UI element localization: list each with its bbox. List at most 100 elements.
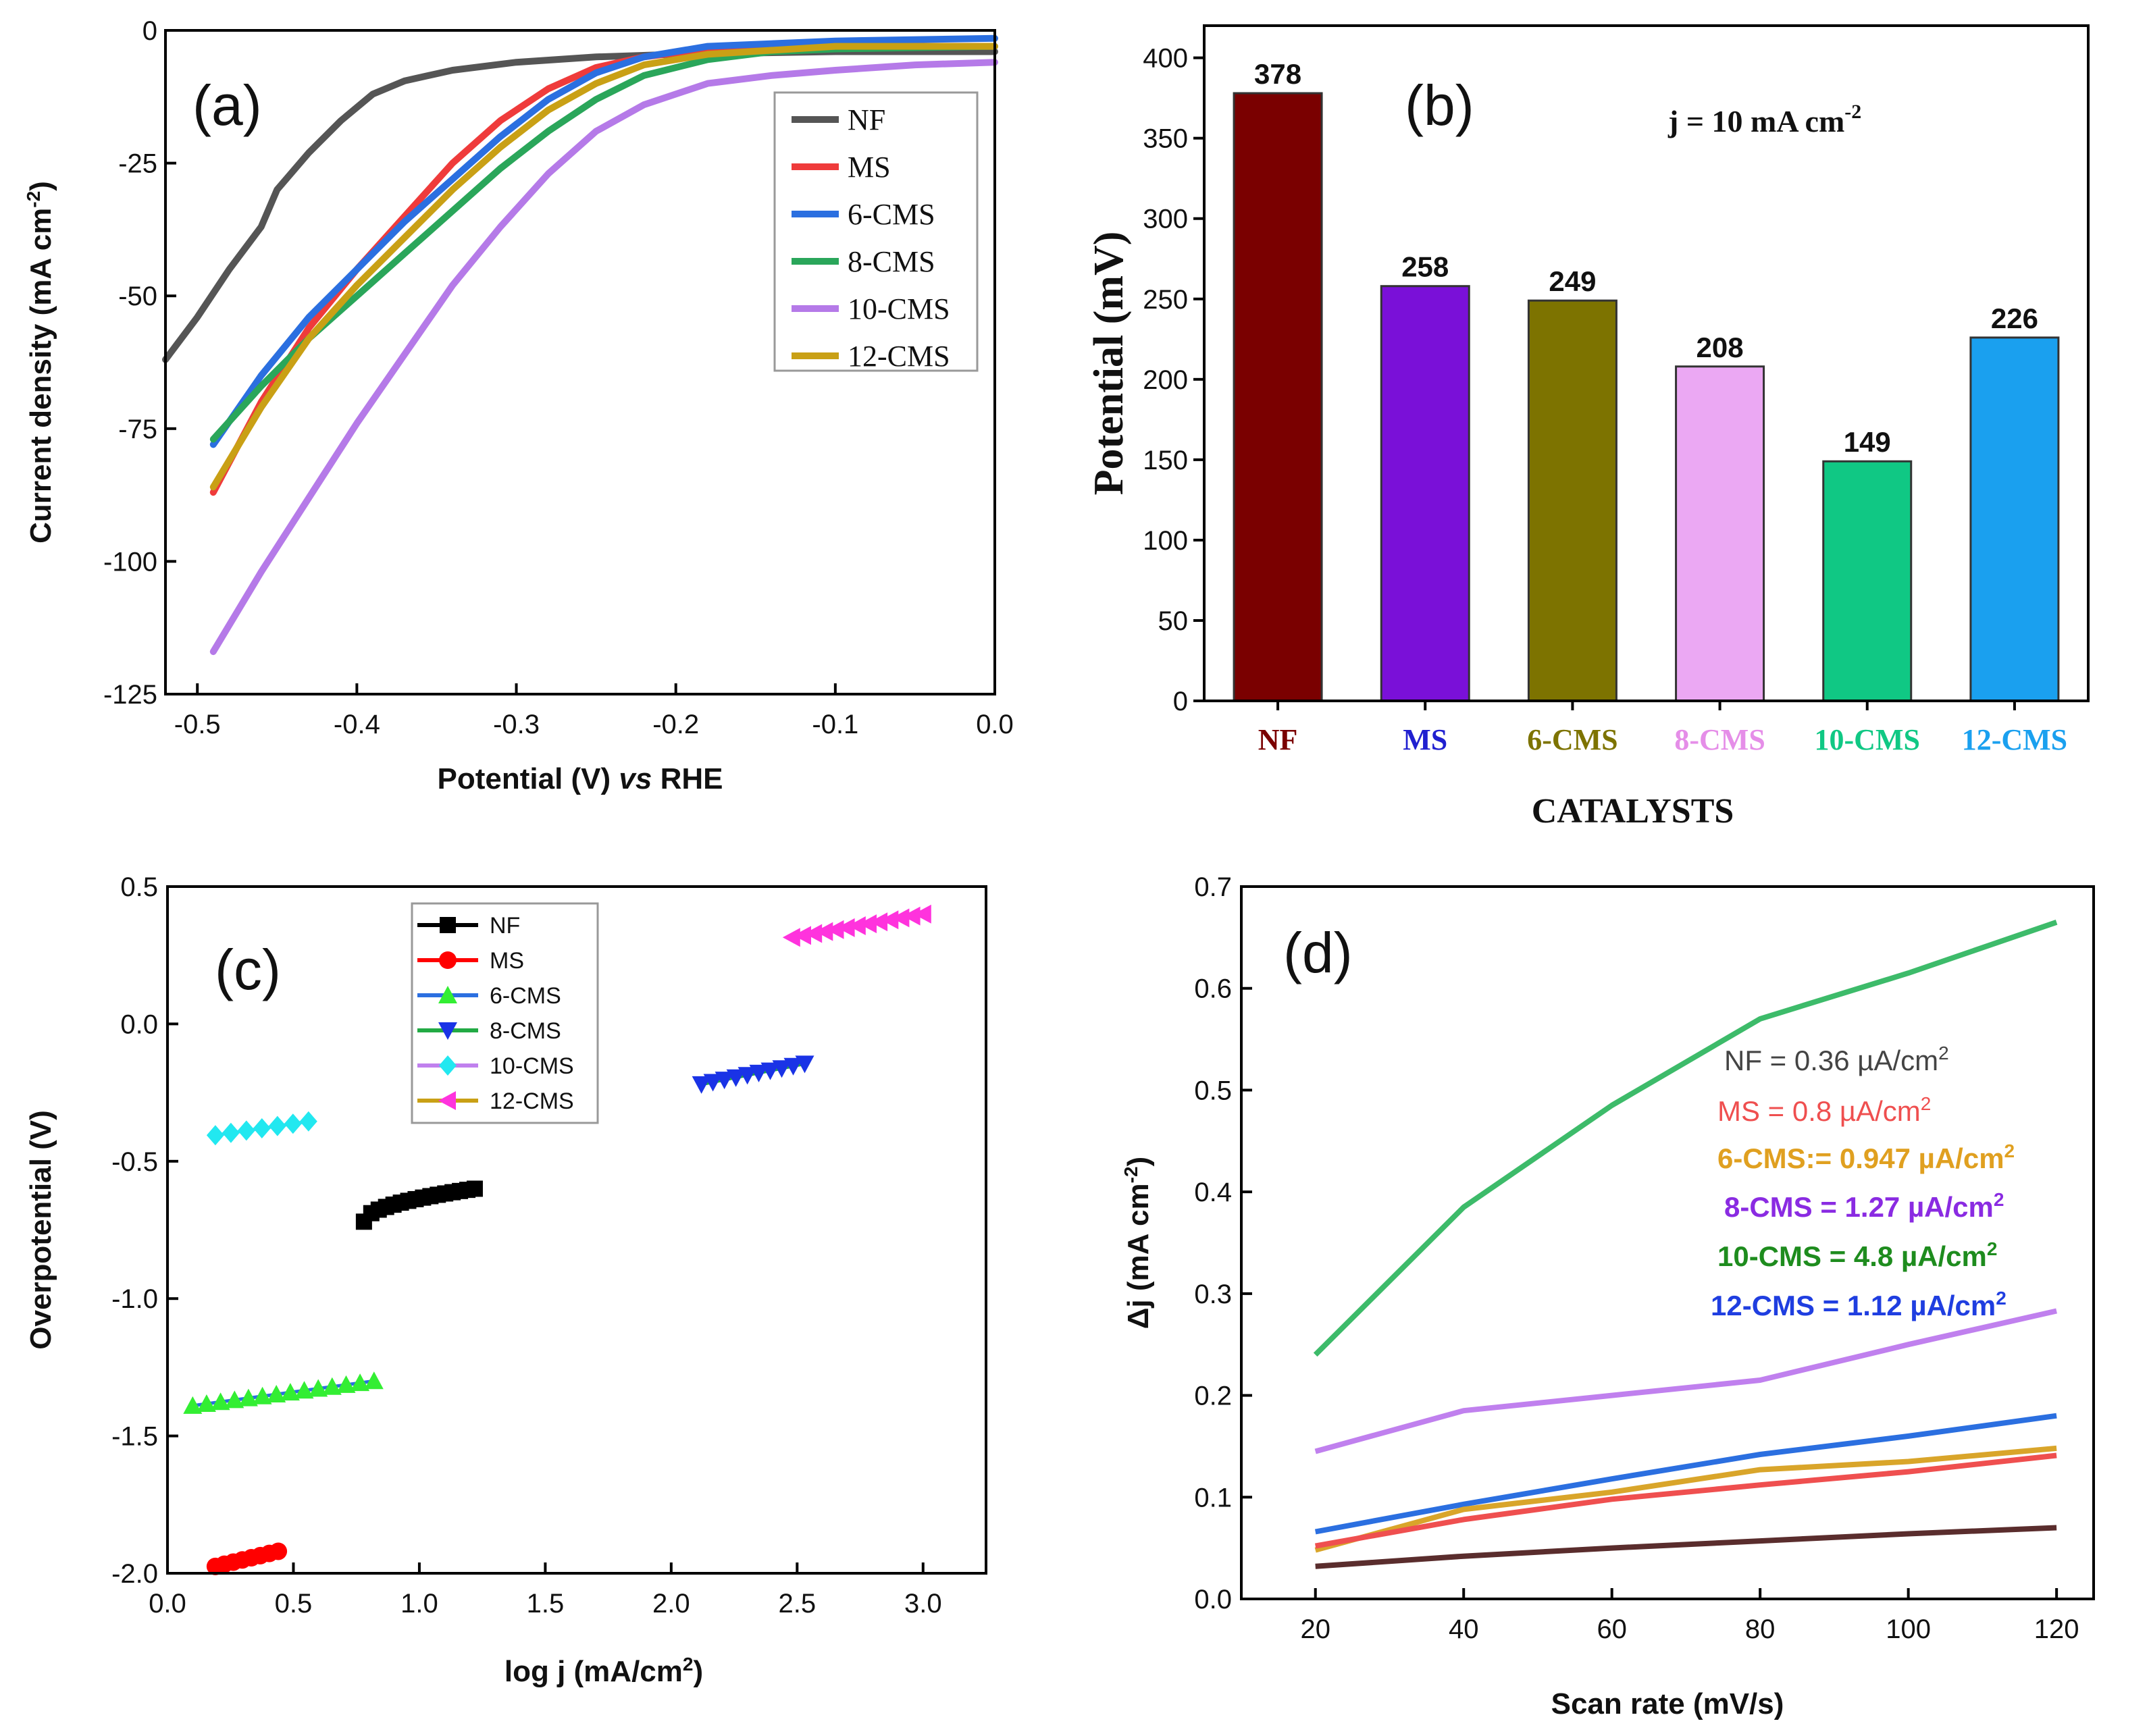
y-tick-label-d: 0.6 <box>1194 974 1232 1004</box>
y-tick-label-c: 0.5 <box>120 872 158 902</box>
data-point-c-12-CMS <box>815 922 833 941</box>
data-point-c-6-CMS <box>280 1383 300 1401</box>
y-tick-label-d: 0.3 <box>1194 1280 1232 1309</box>
y-tick-label-d: 0.5 <box>1194 1076 1232 1105</box>
x-axis-label-tail-a: RHE <box>652 762 723 795</box>
data-point-c-10-CMS <box>268 1115 286 1136</box>
data-point-c-6-CMS <box>211 1392 230 1411</box>
y-tick-label-c: -0.5 <box>111 1147 158 1177</box>
legend-label-c-8-CMS: 8-CMS <box>490 1018 561 1044</box>
x-axis-label-main-c: log j (mA/cm <box>504 1655 683 1688</box>
y-tick-label-b: 300 <box>1143 205 1188 234</box>
plot-frame-a <box>164 29 996 695</box>
annotation-sup-d: 2 <box>1938 1043 1949 1063</box>
annotation-text-d: MS = 0.8 µA/cm <box>1717 1095 1921 1127</box>
panel-label-d: (d) <box>1283 921 1353 984</box>
x-tick-label-8-CMS: 8-CMS <box>1674 723 1765 756</box>
y-tick-label-a: 0 <box>143 16 157 46</box>
legend-label-8-CMS: 8-CMS <box>848 245 935 278</box>
data-point-c-12-CMS <box>804 924 823 943</box>
y-tick-label-d: 0.7 <box>1194 872 1232 902</box>
data-point-c-8-CMS <box>772 1060 792 1078</box>
y-tick-label-a: -25 <box>118 149 157 179</box>
bar-value-label-NF: 378 <box>1254 58 1301 90</box>
y-tick-label-c: 0.0 <box>120 1009 158 1039</box>
series-line-d-8-CMS <box>1314 1308 2057 1454</box>
data-point-c-10-CMS <box>253 1118 271 1138</box>
annotation-text-d: 8-CMS = 1.27 µA/cm <box>1724 1191 1994 1223</box>
x-axis-label-a: Potential (V) vs RHE <box>438 762 723 795</box>
y-tick-label-b: 100 <box>1143 526 1188 556</box>
data-point-c-6-CMS <box>351 1373 370 1392</box>
data-point-c-12-CMS <box>848 916 866 935</box>
y-tick-label-b: 0 <box>1173 687 1188 716</box>
data-point-c-6-CMS <box>267 1385 286 1402</box>
x-axis-label-b: CATALYSTS <box>1532 792 1734 831</box>
data-point-c-8-CMS <box>737 1067 757 1085</box>
data-point-c-12-CMS <box>891 908 910 928</box>
series-line-d-NF <box>1315 1525 2057 1569</box>
annotation-d: 12-CMS = 1.12 µA/cm2 <box>1711 1288 2006 1321</box>
y-tick-label-c: -1.0 <box>111 1284 158 1314</box>
legend-marker-c-6-CMS <box>438 986 457 1003</box>
legend-label-c-10-CMS: 10-CMS <box>490 1053 574 1079</box>
annotation-sup-d: 2 <box>1994 1189 2004 1210</box>
bar-10-CMS <box>1822 460 1913 702</box>
x-tick-label-c: 2.0 <box>652 1589 690 1619</box>
y-tick-label-d: 0.4 <box>1194 1178 1232 1207</box>
legend-label-12-CMS: 12-CMS <box>848 340 950 373</box>
x-axis-label-italic-a: vs <box>619 762 652 795</box>
chart-title-main-b: j = 10 mA cm <box>1667 104 1844 138</box>
data-point-c-8-CMS <box>795 1055 814 1074</box>
annotation-sup-d: 2 <box>1921 1093 1932 1114</box>
legend-label-c-12-CMS: 12-CMS <box>490 1088 574 1114</box>
x-tick-label-c: 2.5 <box>779 1589 817 1619</box>
data-point-c-10-CMS <box>299 1111 317 1132</box>
x-axis-label-c: log j (mA/cm2) <box>504 1654 703 1688</box>
legend-box-a <box>773 91 979 372</box>
annotation-text-d: 6-CMS:= 0.947 µA/cm <box>1717 1142 2004 1174</box>
series-line-6-CMS <box>209 34 998 448</box>
panel-a: 0 -25 -50 -75 -100 -125 -0.5 -0.4 -0.3 -0.2 -0.1 0.… <box>23 16 1014 795</box>
bar-8-CMS <box>1675 365 1765 702</box>
bar-NF <box>1233 92 1323 702</box>
x-tick-label-MS: MS <box>1403 723 1447 756</box>
bar-value-label-MS: 258 <box>1401 251 1449 283</box>
x-tick-label-NF: NF <box>1258 723 1298 756</box>
data-point-c-10-CMS <box>237 1120 255 1141</box>
panel-d: 0.0 0.1 0.2 0.3 0.4 0.5 0.6 0.7 20 40 60 80 100 120 Sc… <box>1120 872 2095 1720</box>
x-tick-label-12-CMS: 12-CMS <box>1962 723 2067 756</box>
data-point-c-6-CMS <box>253 1386 272 1404</box>
legend-label-10-CMS: 10-CMS <box>848 292 950 325</box>
y-tick-label-c: -2.0 <box>111 1559 158 1589</box>
data-point-c-MS <box>269 1542 288 1560</box>
y-axis-label-main-d: Δj (mA cm <box>1122 1183 1155 1329</box>
y-tick-label-b: 350 <box>1143 124 1188 154</box>
legend-label-c-MS: MS <box>490 948 524 974</box>
y-axis-label-sup-a: -2 <box>23 191 44 208</box>
y-tick-label-a: -100 <box>103 547 157 577</box>
data-point-c-12-CMS <box>913 904 931 924</box>
x-tick-label-d: 120 <box>2034 1614 2079 1644</box>
legend-label-c-NF: NF <box>490 913 520 939</box>
x-tick-label-a: -0.1 <box>812 710 858 739</box>
bar-MS <box>1380 285 1470 702</box>
legend-marker-c-MS <box>439 951 457 969</box>
x-tick-label-d: 40 <box>1449 1614 1479 1644</box>
x-tick-label-d: 20 <box>1300 1614 1330 1644</box>
plot-frame-b <box>1203 24 2090 702</box>
data-point-c-6-CMS <box>197 1394 216 1412</box>
x-tick-label-6-CMS: 6-CMS <box>1527 723 1617 756</box>
x-tick-label-a: -0.4 <box>334 710 380 739</box>
x-axis-label-close-c: ) <box>693 1655 703 1688</box>
annotation-d: NF = 0.36 µA/cm2 <box>1724 1043 1949 1076</box>
annotation-sup-d: 2 <box>2004 1140 2015 1161</box>
series-line-d-6-CMS <box>1314 1445 2057 1553</box>
y-axis-label-c: Overpotential (V) <box>24 1110 57 1350</box>
data-point-c-6-CMS <box>309 1379 328 1397</box>
x-tick-label-d: 100 <box>1886 1614 1931 1644</box>
chart-title-b: j = 10 mA cm-2 <box>1667 101 1861 138</box>
y-tick-label-b: 200 <box>1143 365 1188 395</box>
data-point-c-6-CMS <box>322 1377 342 1395</box>
